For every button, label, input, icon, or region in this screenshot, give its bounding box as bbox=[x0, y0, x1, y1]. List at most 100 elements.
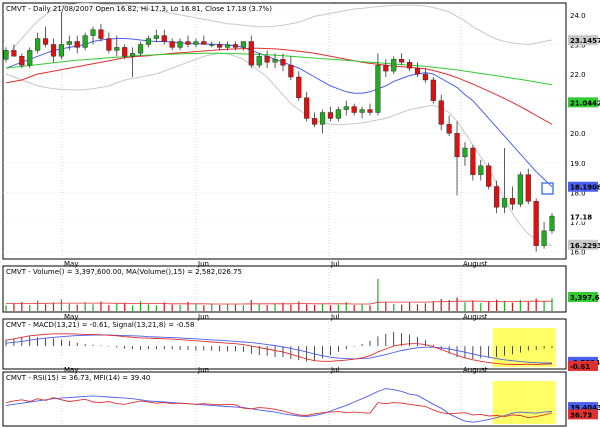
volume-bar bbox=[179, 304, 181, 311]
volume-bar bbox=[274, 303, 276, 311]
volume-bar bbox=[203, 305, 205, 311]
candle-body bbox=[501, 198, 508, 208]
y-tick-label: 17.0 bbox=[570, 219, 586, 227]
volume-bar bbox=[385, 301, 387, 311]
candle-body bbox=[240, 41, 246, 48]
candle-body bbox=[264, 56, 270, 63]
candle-body bbox=[19, 56, 25, 66]
volume-bar bbox=[258, 304, 260, 311]
mfi-tag-box bbox=[568, 402, 598, 413]
volume-bar bbox=[171, 304, 173, 311]
candle-body bbox=[399, 59, 405, 63]
price-panel-frame bbox=[2, 2, 567, 260]
candle-body bbox=[359, 109, 365, 113]
volume-bar bbox=[250, 300, 252, 311]
volume-bar bbox=[211, 303, 213, 311]
candle-body bbox=[232, 44, 239, 48]
candle-body bbox=[114, 47, 120, 51]
volume-bar bbox=[37, 300, 39, 311]
candle-body bbox=[272, 59, 278, 63]
volume-bar bbox=[511, 302, 514, 311]
volume-bar bbox=[496, 299, 498, 311]
rsi-line bbox=[5, 397, 553, 419]
volume-bar bbox=[282, 302, 284, 311]
volume-bar bbox=[76, 304, 78, 311]
volume-bar bbox=[234, 304, 237, 311]
x-tick-label-macd: August bbox=[463, 366, 488, 374]
candle-body bbox=[288, 64, 294, 78]
candle-body bbox=[430, 79, 436, 101]
candle-body bbox=[422, 73, 428, 81]
candle-body bbox=[122, 47, 128, 57]
price-tag-box bbox=[568, 211, 598, 222]
bollinger-upper-line bbox=[5, 2, 553, 57]
price-tag-box bbox=[568, 239, 598, 250]
candle-body bbox=[343, 106, 349, 110]
volume-bar bbox=[472, 300, 474, 311]
volume-bar bbox=[60, 299, 62, 311]
volume-bar bbox=[116, 303, 118, 311]
volume-tag: 3,397,600 bbox=[570, 294, 600, 302]
volume-bar bbox=[219, 304, 221, 311]
volume-header: CMVT - Volume() = 3,397,600.00, MA(Volum… bbox=[6, 268, 242, 276]
candle-body bbox=[319, 112, 326, 125]
mfi-line bbox=[5, 388, 553, 423]
candle-body bbox=[533, 201, 539, 246]
volume-bar bbox=[361, 304, 363, 311]
volume-bar bbox=[377, 278, 379, 311]
candle-body bbox=[312, 118, 318, 125]
volume-bar bbox=[329, 305, 332, 311]
macd-panel-frame bbox=[2, 318, 567, 370]
candle-body bbox=[248, 41, 254, 66]
candle-body bbox=[391, 59, 397, 72]
macd-layer bbox=[5, 331, 553, 365]
price-tag-box bbox=[568, 181, 598, 192]
candle-body bbox=[169, 41, 175, 48]
candle-body bbox=[58, 44, 64, 57]
candle-body bbox=[438, 100, 444, 125]
candle-body bbox=[153, 35, 159, 39]
y-tick-label: 16.0 bbox=[570, 249, 586, 257]
volume-bar bbox=[147, 304, 150, 311]
volume-bar bbox=[100, 301, 102, 311]
volume-bar bbox=[337, 304, 339, 311]
volume-bar bbox=[448, 300, 450, 311]
candle-body bbox=[66, 41, 72, 45]
x-tick-label-volume: Jul bbox=[330, 313, 340, 321]
volume-bar bbox=[68, 303, 70, 311]
price-tag: 17.18 bbox=[570, 214, 592, 222]
price-tag: 16.2293 bbox=[570, 242, 600, 250]
volume-bar bbox=[480, 303, 482, 311]
candle-body bbox=[90, 29, 96, 36]
candle-body bbox=[82, 35, 88, 48]
rsi-highlight bbox=[492, 381, 556, 424]
volume-bar bbox=[527, 301, 529, 311]
volume-bar bbox=[163, 302, 165, 311]
x-tick-label: May bbox=[64, 260, 78, 268]
y-tick-label: 23.0 bbox=[570, 41, 586, 49]
volume-bar bbox=[321, 303, 324, 311]
candle-body bbox=[201, 41, 207, 45]
candle-layer bbox=[3, 11, 555, 252]
volume-bar bbox=[401, 304, 403, 311]
candle-body bbox=[327, 112, 334, 119]
moving-average-short-line bbox=[5, 38, 553, 188]
candle-body bbox=[406, 62, 413, 69]
candle-body bbox=[161, 35, 167, 42]
volume-bar bbox=[226, 303, 229, 311]
candle-body bbox=[98, 29, 104, 39]
volume-bar bbox=[139, 301, 142, 311]
volume-bar bbox=[456, 297, 458, 311]
candle-body bbox=[27, 50, 33, 66]
candle-body bbox=[145, 38, 152, 45]
volume-layer bbox=[5, 278, 553, 311]
volume-bar bbox=[29, 304, 31, 311]
rsi-tag-box bbox=[568, 409, 598, 420]
y-tick-label: 18.0 bbox=[570, 189, 586, 197]
volume-bar bbox=[108, 304, 110, 311]
candle-body bbox=[193, 41, 199, 45]
candle-body bbox=[106, 38, 112, 51]
volume-bar bbox=[266, 304, 268, 311]
volume-bar bbox=[503, 300, 506, 311]
